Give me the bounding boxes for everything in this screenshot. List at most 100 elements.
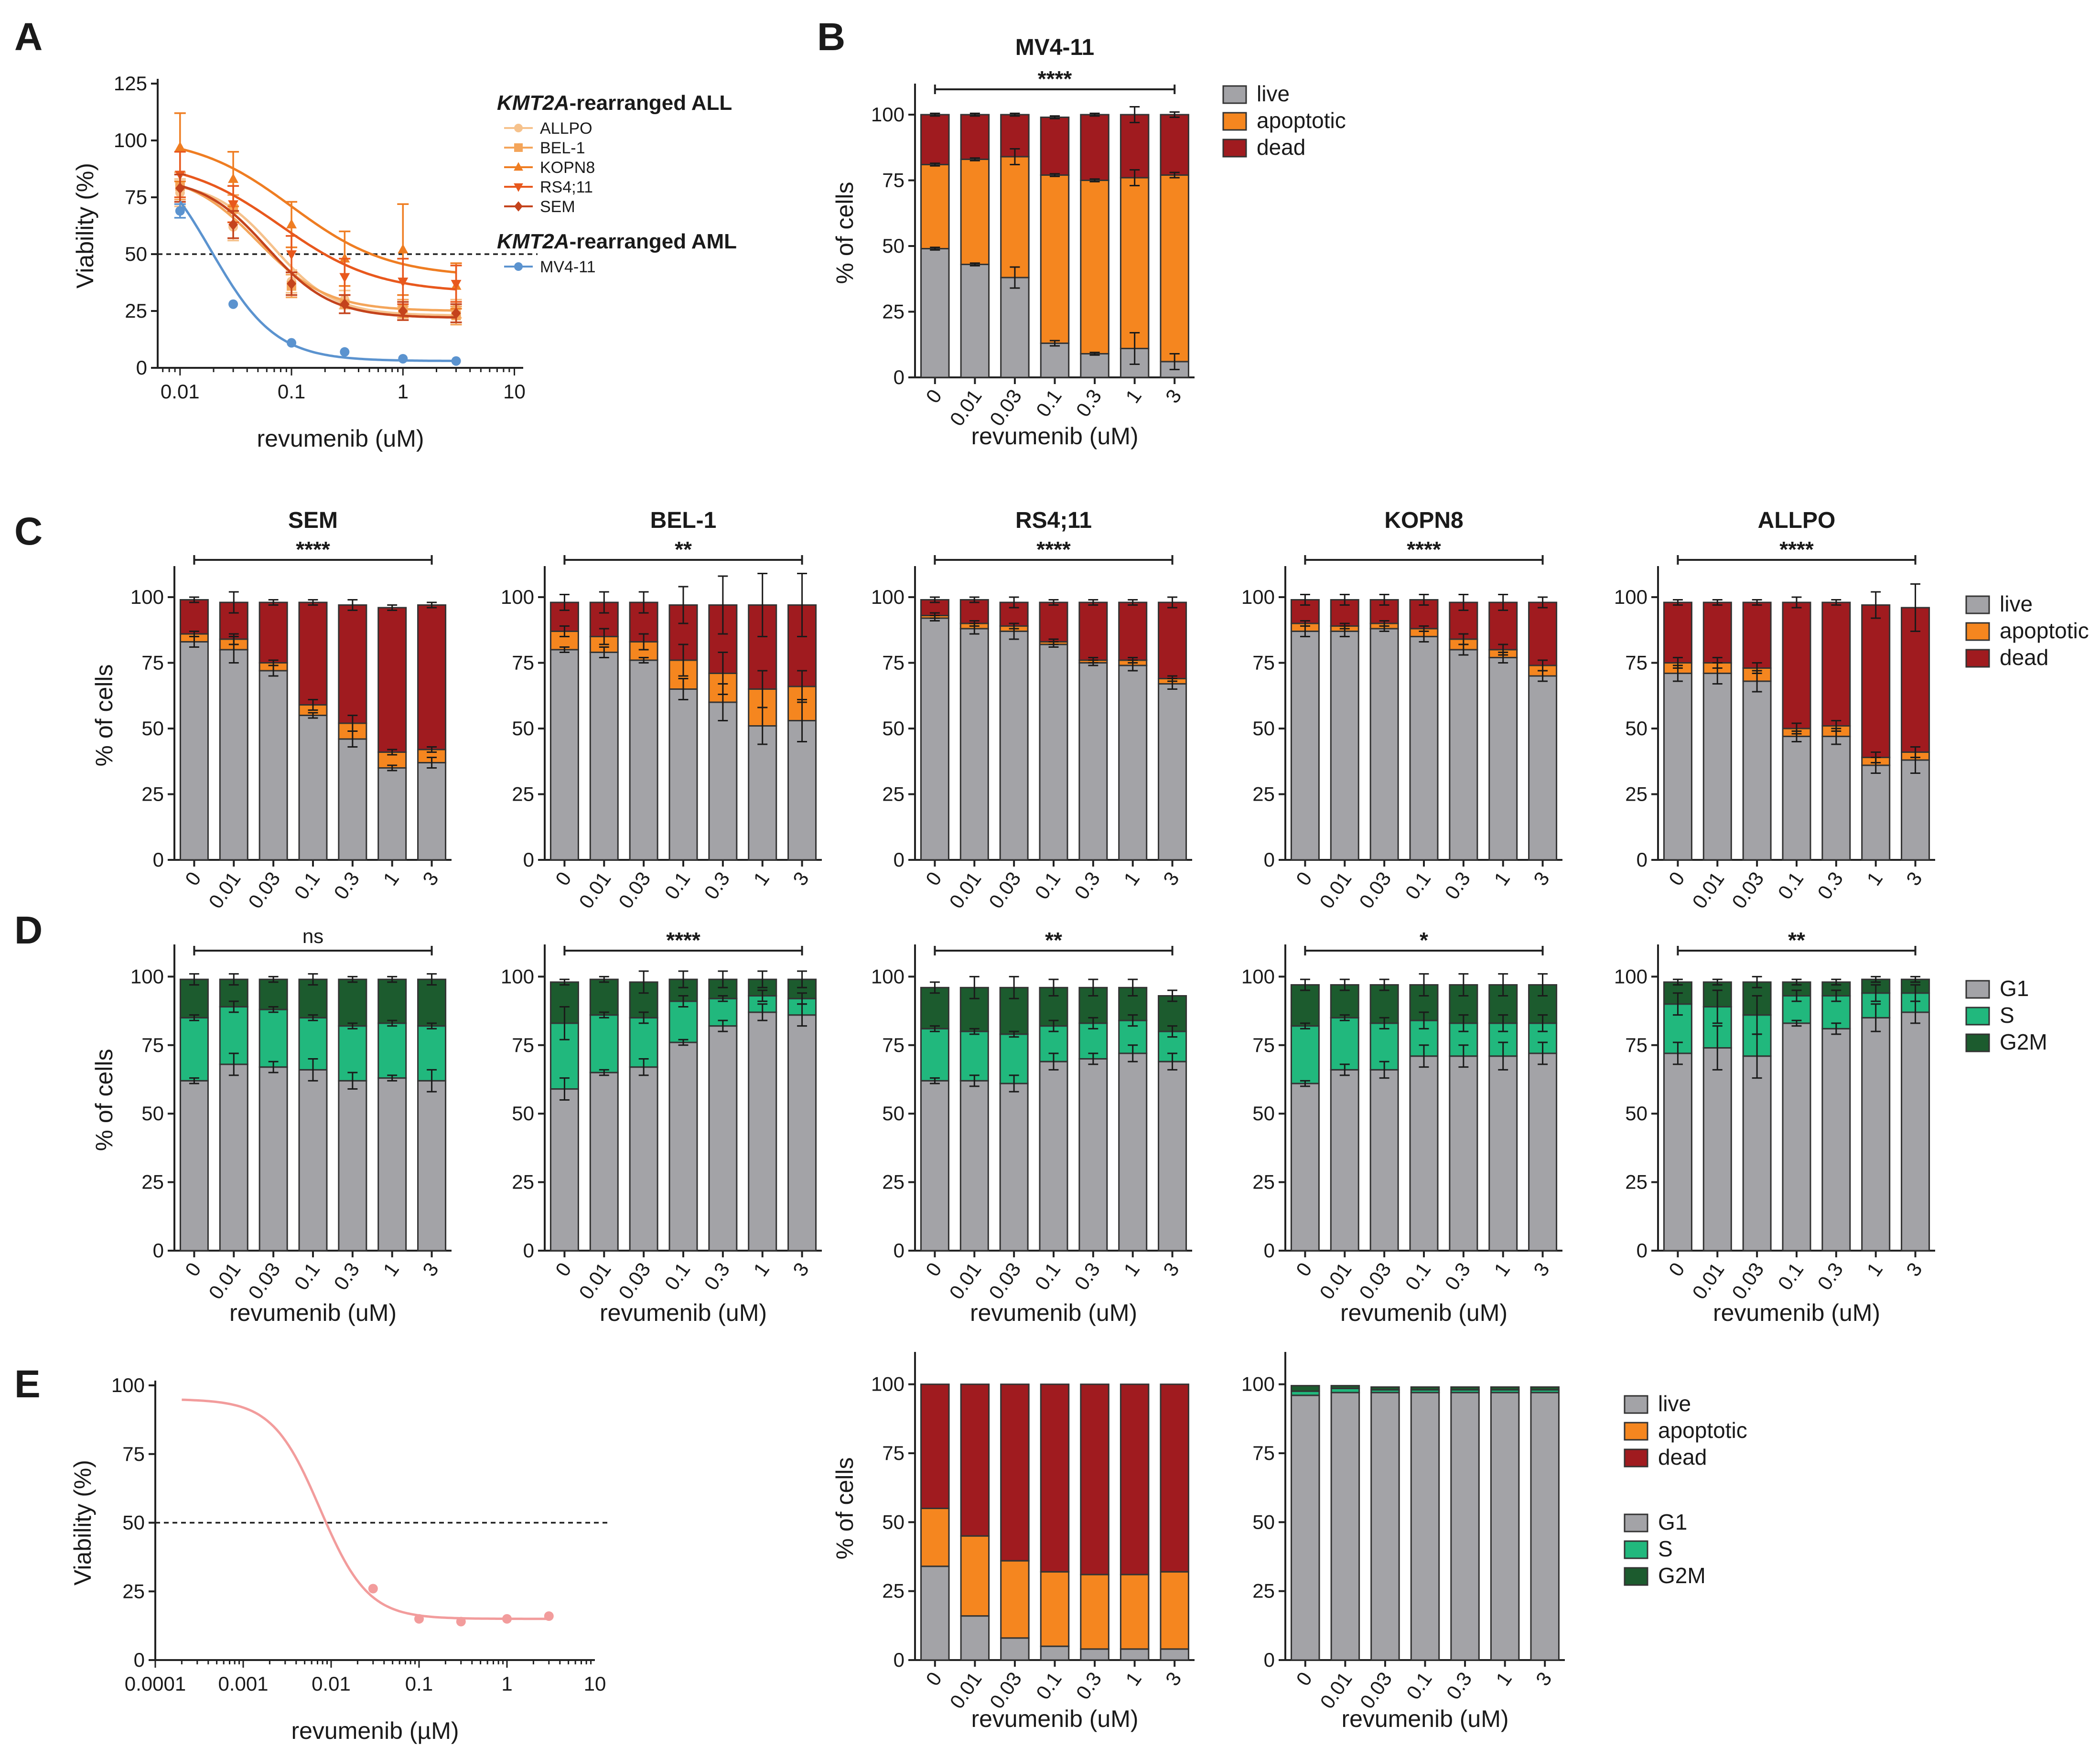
y-tick-label: 75 — [1625, 1034, 1648, 1056]
chart-title: BEL-1 — [650, 508, 717, 533]
x-axis-label: revumenib (uM) — [600, 1299, 767, 1326]
legend-swatch-live — [1222, 85, 1247, 104]
legend-swatch-s — [1624, 1540, 1648, 1559]
legend-a: KMT2A-rearranged ALLALLPOBEL-1KOPN8RS4;1… — [497, 91, 737, 276]
bar-b-live-0-01 — [960, 264, 990, 378]
point-rs4-11-1 — [398, 278, 409, 288]
legend-marker-bel-1 — [514, 143, 523, 152]
bar-e3-g2m-3 — [1530, 1386, 1560, 1391]
bar-d4-g1-3 — [1528, 1052, 1558, 1252]
y-tick-label: 25 — [882, 1580, 905, 1602]
y-tick-label: 25 — [882, 300, 905, 323]
y-tick-label: 100 — [130, 965, 164, 987]
point-rs4-11-3 — [451, 279, 462, 289]
bar-c2-live-0-01 — [589, 652, 619, 861]
bar-d2-g2m-0-01 — [589, 978, 619, 1016]
point-sem-3 — [451, 307, 461, 319]
x-axis-label: revumenib (uM) — [1340, 1299, 1508, 1326]
legend-label-g1: G1 — [2000, 976, 2029, 1001]
bar-e2-live-0-1 — [1040, 1645, 1070, 1661]
y-tick-label: 100 — [111, 1374, 145, 1396]
bar-c1-live-0-3 — [338, 738, 367, 861]
bar-d4-g1-0 — [1290, 1082, 1320, 1252]
y-tick-label: 100 — [1241, 586, 1275, 608]
x-tick-label: 10 — [584, 1672, 606, 1695]
y-tick-label: 25 — [1252, 783, 1275, 805]
bar-e2-apoptotic-3 — [1160, 1571, 1189, 1650]
y-tick-label: 25 — [125, 300, 147, 322]
y-tick-label: 50 — [125, 243, 147, 265]
bar-c1-dead-0 — [179, 599, 209, 635]
y-tick-label: 50 — [1252, 1511, 1275, 1533]
x-axis-label: revumenib (µM) — [291, 1717, 459, 1744]
bar-c3-live-0-3 — [1078, 662, 1108, 861]
bar-e3-g1-0 — [1291, 1394, 1320, 1661]
y-tick-label: 50 — [882, 717, 905, 740]
legend-group-title: KMT2A-rearranged ALL — [497, 91, 732, 115]
bar-d3-g1-0 — [920, 1080, 949, 1252]
bar-c1-dead-1 — [377, 607, 407, 753]
legend-label-mv4-11: MV4-11 — [540, 258, 596, 276]
significance-label: ** — [675, 537, 692, 562]
y-tick-label: 25 — [1252, 1171, 1275, 1193]
y-tick-label: 100 — [1241, 965, 1275, 987]
y-tick-label: 25 — [141, 783, 164, 805]
bar-c1-live-0-03 — [258, 670, 288, 861]
x-tick-label: 0.01 — [161, 380, 200, 403]
bar-c1-dead-0-3 — [338, 604, 367, 724]
bar-e2-apoptotic-0-01 — [960, 1535, 990, 1617]
bar-d2-g1-0-3 — [708, 1025, 738, 1252]
y-tick-label: 0 — [894, 1239, 905, 1262]
significance-label: ns — [302, 925, 323, 947]
bar-c2-live-0-03 — [629, 659, 658, 861]
bar-c3-dead-1 — [1118, 601, 1148, 661]
bar-b-dead-0-01 — [960, 114, 990, 160]
bar-d5-g1-0-1 — [1782, 1022, 1811, 1252]
bar-d3-g1-0-1 — [1039, 1061, 1068, 1252]
bar-c4-live-1 — [1488, 657, 1518, 861]
y-tick-label: 75 — [512, 1034, 534, 1056]
y-tick-label: 25 — [512, 783, 534, 805]
bar-b-apoptotic-1 — [1120, 177, 1150, 349]
bar-b-apoptotic-0-3 — [1080, 180, 1109, 354]
bar-e2-live-3 — [1160, 1648, 1189, 1661]
bar-e3-g1-0-03 — [1370, 1392, 1400, 1661]
y-tick-label: 0 — [894, 1649, 905, 1671]
bar-c2-live-0 — [549, 649, 579, 861]
y-tick-label: 25 — [512, 1171, 534, 1193]
legend-group-title: KMT2A-rearranged AML — [497, 230, 737, 253]
legend-swatch-g1 — [1624, 1513, 1648, 1533]
x-tick-label: 0.0001 — [125, 1672, 186, 1695]
y-axis-label: % of cells — [91, 665, 118, 767]
y-tick-label: 25 — [1625, 1171, 1648, 1193]
y-tick-label: 75 — [512, 652, 534, 674]
bar-d4-g1-1 — [1488, 1055, 1518, 1252]
y-tick-label: 100 — [1614, 965, 1648, 987]
chart-title: KOPN8 — [1384, 508, 1463, 533]
x-tick-label: 0.1 — [278, 380, 305, 403]
x-axis-label: revumenib (uM) — [970, 1299, 1137, 1326]
legend-marker-sem — [514, 201, 523, 212]
significance-label: **** — [1036, 537, 1071, 562]
point-e-0-1 — [414, 1614, 424, 1624]
bar-e2-apoptotic-0-1 — [1040, 1571, 1070, 1647]
bar-c3-live-1 — [1118, 665, 1148, 861]
bar-c4-dead-3 — [1528, 601, 1558, 666]
bar-e2-dead-0-03 — [1000, 1383, 1030, 1562]
y-axis-label: % of cells — [831, 182, 858, 284]
bar-e2-apoptotic-0-3 — [1080, 1574, 1109, 1650]
bar-d1-g1-0-03 — [258, 1066, 288, 1252]
legend-group-gene: KMT2A — [497, 230, 570, 253]
legend-label-sem: SEM — [540, 198, 575, 216]
legend-label-rs4-11: RS4;11 — [540, 178, 593, 196]
legend-label-kopn8: KOPN8 — [540, 159, 595, 177]
y-tick-label: 75 — [122, 1443, 145, 1465]
legend-label-allpo: ALLPO — [540, 119, 592, 138]
y-tick-label: 50 — [882, 235, 905, 257]
bar-d1-g2m-3 — [417, 978, 447, 1027]
point-mv4-11-0-3 — [340, 347, 350, 357]
y-tick-label: 0 — [136, 356, 147, 379]
legend-label-live: live — [1658, 1391, 1691, 1416]
